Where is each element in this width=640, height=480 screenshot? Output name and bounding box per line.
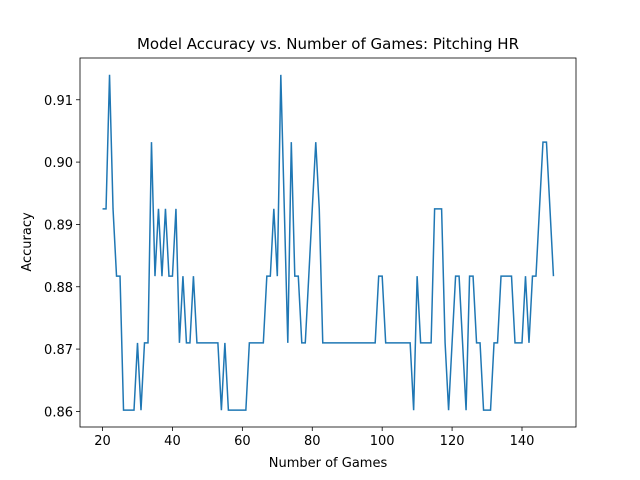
y-tick-label: 0.89	[44, 218, 73, 233]
x-tick-label: 140	[510, 434, 535, 449]
x-tick-label: 40	[164, 434, 181, 449]
y-axis-label: Accuracy	[20, 212, 35, 272]
x-axis-label: Number of Games	[269, 456, 388, 471]
y-tick-label: 0.90	[44, 156, 73, 171]
x-tick-label: 120	[440, 434, 465, 449]
plot-frame	[79, 57, 577, 428]
x-tick-label: 80	[304, 434, 321, 449]
chart-title: Model Accuracy vs. Number of Games: Pitc…	[137, 35, 519, 53]
y-tick-label: 0.87	[44, 343, 73, 358]
x-tick-label: 20	[94, 434, 111, 449]
x-tick-label: 100	[370, 434, 395, 449]
y-tick-label: 0.88	[44, 281, 73, 296]
y-tick-label: 0.86	[44, 405, 73, 420]
data-line	[102, 74, 555, 411]
x-tick-label: 60	[234, 434, 251, 449]
y-tick-label: 0.91	[44, 94, 73, 109]
